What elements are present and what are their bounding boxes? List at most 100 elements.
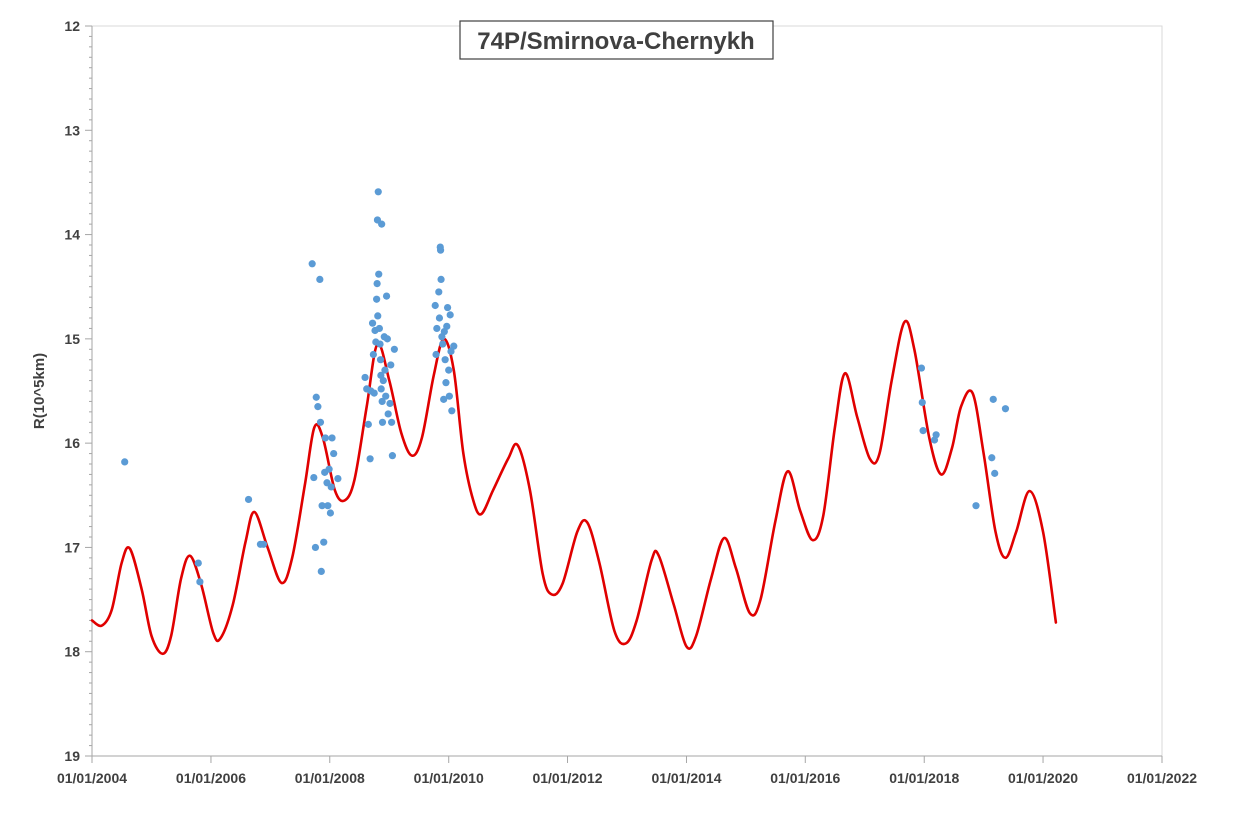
observation-point	[433, 324, 441, 333]
observation-point	[378, 418, 387, 426]
observation-point	[431, 301, 439, 310]
observation-point	[327, 483, 335, 491]
chart-title-frame	[459, 20, 774, 60]
observation-point	[311, 543, 320, 552]
observation-point	[381, 366, 389, 374]
observation-point	[386, 399, 394, 408]
observation-point	[390, 345, 398, 353]
observation-point	[437, 275, 445, 284]
observation-point	[378, 397, 386, 406]
observation-point	[435, 314, 444, 322]
observation-point	[334, 475, 342, 483]
observation-point	[310, 473, 318, 482]
observation-point	[387, 361, 395, 369]
y-tick-label: 18	[64, 644, 80, 660]
observation-point	[318, 502, 326, 510]
observation-point	[918, 398, 926, 407]
x-tick-label: 01/01/2014	[651, 770, 721, 786]
model-curve-line	[90, 319, 1058, 656]
observation-point	[991, 469, 999, 477]
observation-point	[259, 540, 268, 548]
observation-point	[388, 452, 397, 460]
observation-point	[366, 455, 374, 463]
chart-title-box: 74P/Smirnova-Chernykh	[459, 20, 774, 60]
observation-point	[379, 376, 387, 385]
observation-point	[316, 418, 325, 426]
observation-point	[388, 418, 396, 426]
observation-point	[442, 379, 450, 387]
observation-point	[375, 270, 383, 278]
observation-point	[316, 275, 324, 284]
observation-point	[194, 559, 202, 567]
observation-point	[324, 502, 332, 510]
observation-point	[369, 350, 377, 359]
observation-point	[443, 303, 452, 312]
observation-point	[320, 538, 328, 546]
observation-point	[321, 434, 329, 442]
observation-point	[308, 260, 316, 268]
observation-point	[1001, 405, 1010, 413]
observation-point	[436, 246, 445, 254]
plot-area	[91, 25, 1163, 757]
observation-point	[917, 364, 926, 372]
observation-point	[373, 279, 381, 288]
observation-point	[382, 392, 390, 400]
y-axis-title: R(10^5km)	[31, 353, 48, 429]
x-tick-label: 01/01/2008	[295, 770, 365, 786]
x-tick-label: 01/01/2004	[57, 770, 127, 786]
observation-point	[435, 288, 443, 296]
observation-point	[326, 509, 335, 517]
observation-point	[450, 342, 458, 350]
observation-point	[445, 366, 453, 374]
x-tick-label: 01/01/2020	[1008, 770, 1078, 786]
y-tick-label: 16	[64, 435, 80, 451]
observation-point	[374, 312, 382, 320]
y-tick-label: 19	[64, 748, 80, 764]
observation-point	[328, 434, 336, 442]
observation-point	[446, 311, 454, 319]
y-axis: 12 13 14 15 16 17 18 19	[64, 18, 93, 764]
observation-point	[932, 431, 940, 439]
observation-point	[244, 495, 253, 504]
observation-point	[441, 356, 449, 364]
x-tick-label: 01/01/2018	[889, 770, 959, 786]
x-tick-label: 01/01/2012	[532, 770, 602, 786]
observation-point	[374, 188, 382, 196]
x-axis: 01/01/2004 01/01/2006 01/01/2008 01/01/2010…	[57, 755, 1197, 786]
x-tick-label: 01/01/2006	[176, 770, 246, 786]
observation-point	[432, 350, 440, 359]
observation-point	[439, 340, 447, 348]
observation-point	[373, 295, 381, 303]
observation-point	[364, 420, 372, 428]
observation-point	[376, 356, 385, 364]
observation-point	[361, 373, 369, 382]
x-tick-label: 01/01/2016	[770, 770, 840, 786]
observation-point	[325, 465, 333, 473]
y-tick-label: 14	[64, 227, 80, 243]
observation-point	[972, 502, 980, 510]
observation-point	[443, 322, 451, 330]
observation-point	[376, 340, 384, 348]
observation-point	[448, 407, 456, 415]
observation-point	[919, 427, 927, 435]
observation-point	[440, 395, 448, 403]
observation-point	[989, 395, 997, 403]
observation-point	[378, 220, 386, 228]
y-tick-label: 17	[64, 539, 80, 555]
observation-point	[196, 578, 204, 586]
observation-point	[383, 335, 391, 343]
observation-point	[368, 319, 377, 327]
observation-point	[382, 292, 391, 300]
observation-point	[330, 449, 338, 458]
observation-point	[384, 410, 392, 418]
observation-point	[121, 458, 129, 466]
observation-point	[375, 324, 383, 333]
x-tick-label: 01/01/2022	[1127, 770, 1197, 786]
observation-point	[370, 389, 378, 397]
observation-point	[445, 392, 453, 400]
y-tick-label: 15	[64, 331, 80, 347]
chart-title: 74P/Smirnova-Chernykh	[477, 28, 754, 55]
observation-point	[312, 393, 320, 401]
